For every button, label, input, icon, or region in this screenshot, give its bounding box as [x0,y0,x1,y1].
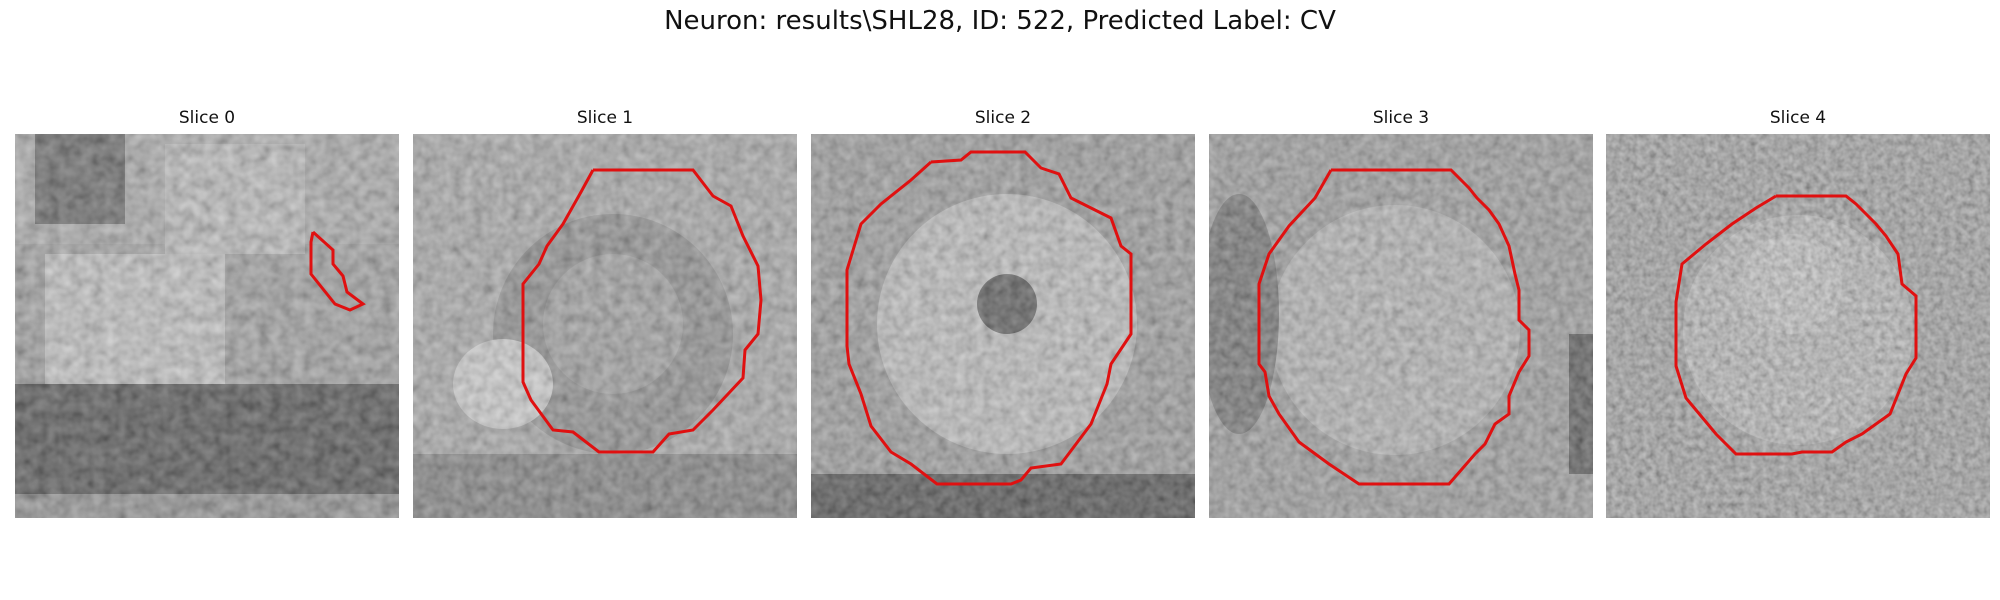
slice-panel-1: Slice 1 [413,108,797,528]
slice-title-0: Slice 0 [178,108,236,128]
contour-2 [845,150,1133,486]
slice-image-2 [811,134,1195,518]
slice-title-4: Slice 4 [1769,108,1827,128]
slice-image-1 [413,134,797,518]
figure-title: Neuron: results\SHL28, ID: 522, Predicte… [664,6,1336,36]
slice-title-1: Slice 1 [576,108,634,128]
contour-3 [1257,168,1531,486]
slice-panel-4: Slice 4 [1606,108,1990,528]
slice-image-3 [1209,134,1593,518]
slice-panel-3: Slice 3 [1209,108,1593,528]
slice-title-3: Slice 3 [1372,108,1430,128]
slice-title-2: Slice 2 [974,108,1032,128]
contour-4 [1674,194,1918,456]
contour-1 [521,168,763,454]
slice-image-0 [15,134,399,518]
slice-panel-2: Slice 2 [811,108,1195,528]
slice-image-4 [1606,134,1990,518]
contour-0 [309,230,366,312]
slice-panel-0: Slice 0 [15,108,399,528]
